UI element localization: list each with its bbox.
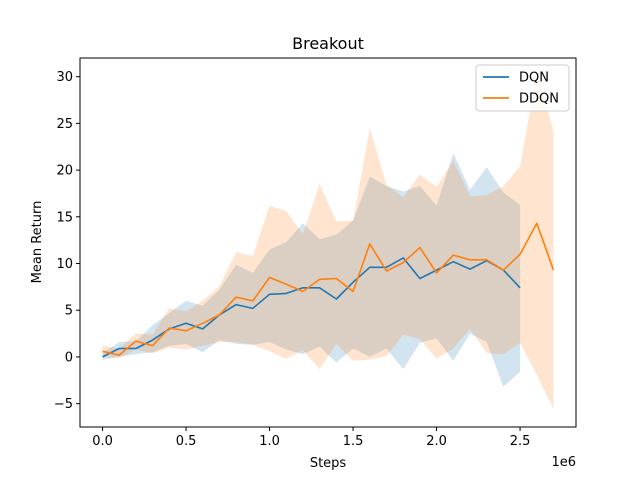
y-tick-label: 10 [56,257,73,272]
y-tick-label: 15 [56,210,73,225]
x-axis-ticks: 0.0 0.5 1.0 1.5 2.0 2.5 [92,427,530,449]
legend-label-dqn: DQN [519,71,549,86]
x-tick-label: 2.5 [510,434,531,449]
y-axis-ticks: −5 0 5 10 15 20 25 30 [54,70,80,412]
y-axis-label: Mean Return [30,201,45,284]
x-tick-label: 1.0 [259,434,280,449]
y-tick-label: −5 [54,397,73,412]
x-tick-label: 1.5 [343,434,364,449]
confidence-bands [102,72,554,410]
legend-label-ddqn: DDQN [519,92,559,107]
legend: DQN DDQN [475,64,570,112]
series-lines [102,222,555,358]
y-tick-label: 30 [56,70,73,85]
ddqn-line [102,222,555,356]
y-tick-label: 5 [65,304,73,319]
y-tick-label: 20 [56,164,73,179]
ddqn-band [102,72,554,410]
x-tick-label: 0.0 [92,434,113,449]
x-axis-label: Steps [310,456,347,471]
x-tick-label: 0.5 [176,434,197,449]
dqn-band [102,153,521,387]
y-tick-label: 25 [56,117,73,132]
plot-area [102,72,555,410]
axes-frame [79,57,577,428]
x-tick-label: 2.0 [426,434,447,449]
y-tick-label: 0 [65,350,73,365]
x-axis-offset-label: 1e6 [551,455,576,470]
chart-title: Breakout [292,34,364,53]
